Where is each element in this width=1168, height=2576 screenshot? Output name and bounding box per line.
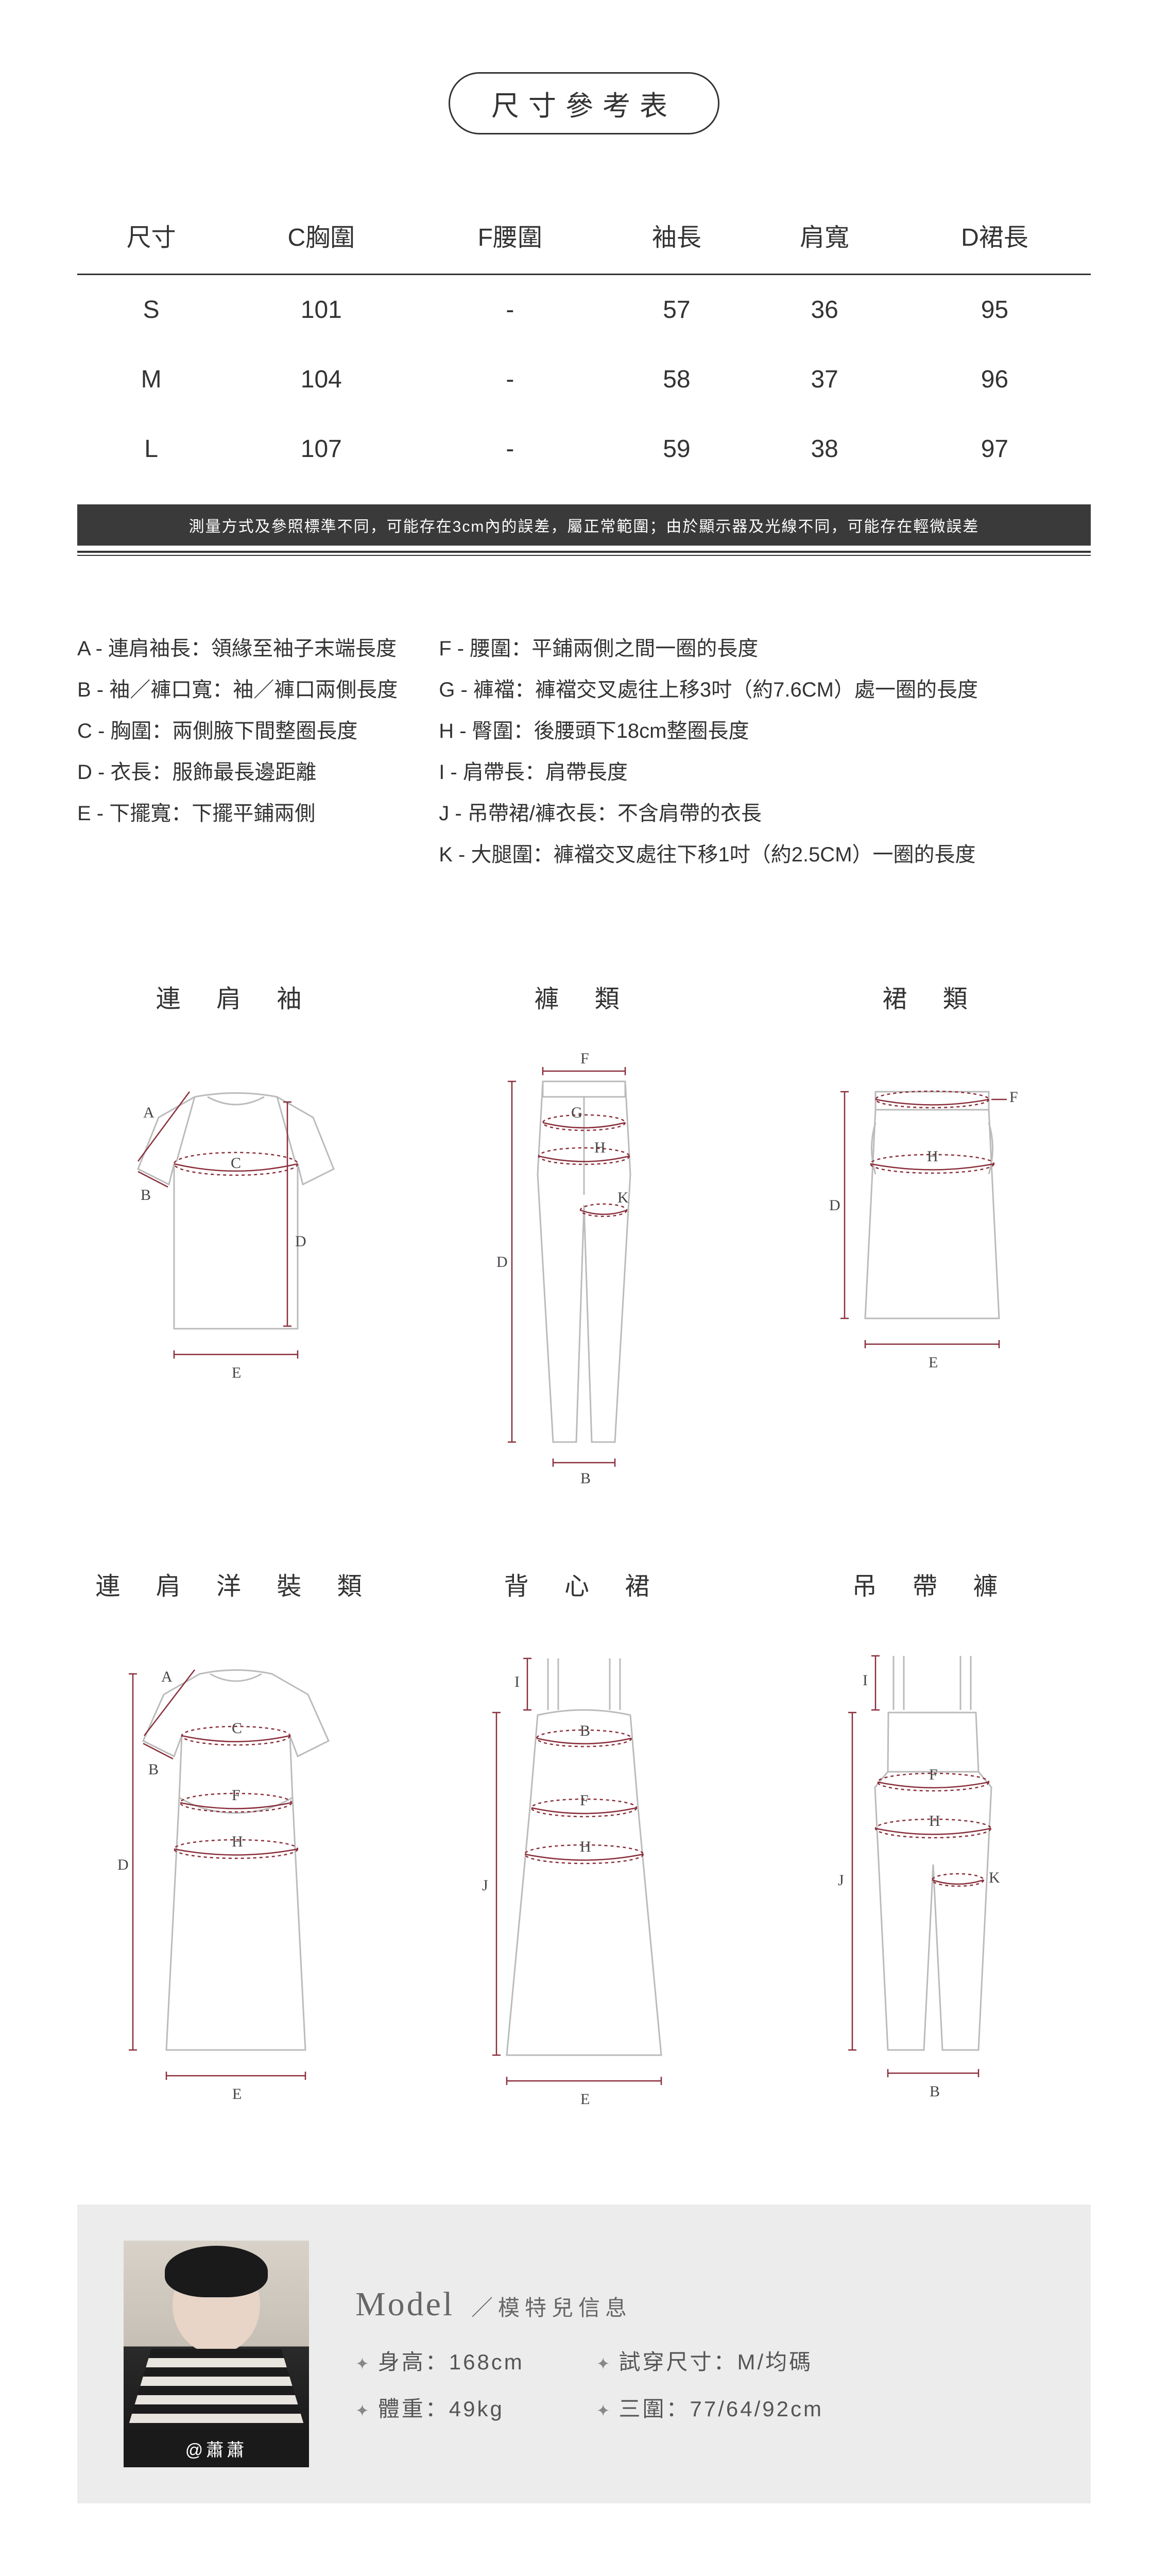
diagram-cami-dress: 背 心 裙 I B F bbox=[425, 1566, 743, 2112]
diagram-title: 褲 類 bbox=[425, 978, 743, 1014]
svg-text:B: B bbox=[580, 1470, 591, 1487]
page-title: 尺寸參考表 bbox=[449, 72, 719, 134]
diagram-title: 連 肩 袖 bbox=[77, 978, 394, 1014]
col-skirt: D裙長 bbox=[899, 196, 1091, 275]
svg-text:A: A bbox=[161, 1668, 173, 1685]
model-stat: 試穿尺寸：M/均碼 bbox=[596, 2345, 823, 2376]
diagram-skirt: 裙 類 F H D bbox=[774, 978, 1091, 1494]
svg-text:H: H bbox=[232, 1833, 243, 1850]
svg-text:E: E bbox=[232, 1364, 241, 1381]
svg-text:B: B bbox=[930, 2083, 940, 2100]
def-item: B - 袖／褲口寬：袖／褲口兩側長度 bbox=[77, 669, 398, 710]
diagram-title: 背 心 裙 bbox=[425, 1566, 743, 1602]
svg-text:I: I bbox=[863, 1672, 868, 1689]
def-item: I - 肩帶長：肩帶長度 bbox=[439, 752, 978, 793]
model-info-section: @蕭蕭 Model ／模特兒信息 身高：168cm 試穿尺寸：M/均碼 體重：4… bbox=[77, 2205, 1091, 2503]
svg-text:B: B bbox=[141, 1187, 151, 1204]
def-item: G - 褲襠：褲襠交叉處往上移3吋（約7.6CM）處一圈的長度 bbox=[439, 669, 978, 710]
col-shoulder: 肩寬 bbox=[751, 196, 899, 275]
diagram-grid: 連 肩 袖 A B C D bbox=[77, 978, 1091, 2112]
svg-text:C: C bbox=[232, 1720, 242, 1737]
diagram-title: 連 肩 洋 裝 類 bbox=[77, 1566, 394, 1602]
def-item: K - 大腿圍：褲襠交叉處往下移1吋（約2.5CM）一圈的長度 bbox=[439, 834, 978, 875]
diagram-raglan-dress: 連 肩 洋 裝 類 A B C F bbox=[77, 1566, 394, 2112]
svg-text:A: A bbox=[143, 1104, 154, 1121]
svg-text:K: K bbox=[617, 1189, 629, 1206]
def-item: F - 腰圍：平鋪兩側之間一圈的長度 bbox=[439, 628, 978, 669]
model-handle: @蕭蕭 bbox=[124, 2430, 309, 2467]
svg-text:E: E bbox=[929, 1354, 938, 1371]
diagram-raglan-top: 連 肩 袖 A B C D bbox=[77, 978, 394, 1494]
svg-text:C: C bbox=[231, 1155, 241, 1172]
svg-text:K: K bbox=[989, 1869, 1000, 1886]
def-item: C - 胸圍：兩側腋下間整圈長度 bbox=[77, 710, 398, 752]
svg-text:B: B bbox=[148, 1761, 159, 1778]
svg-text:B: B bbox=[580, 1722, 590, 1739]
svg-text:F: F bbox=[929, 1766, 938, 1783]
svg-text:F: F bbox=[1009, 1089, 1018, 1106]
model-stat: 體重：49kg bbox=[355, 2392, 524, 2423]
col-waist: F腰圍 bbox=[417, 196, 603, 275]
svg-text:D: D bbox=[496, 1253, 508, 1270]
def-item: E - 下擺寬：下擺平鋪兩側 bbox=[77, 793, 398, 834]
svg-text:F: F bbox=[232, 1787, 241, 1804]
svg-text:D: D bbox=[829, 1197, 840, 1214]
disclaimer-bar: 測量方式及參照標準不同，可能存在3cm內的誤差，屬正常範圍；由於顯示器及光線不同… bbox=[77, 504, 1091, 546]
svg-text:E: E bbox=[232, 2086, 242, 2103]
def-item: D - 衣長：服飾最長邊距離 bbox=[77, 752, 398, 793]
size-table-header-row: 尺寸 C胸圍 F腰圍 袖長 肩寬 D裙長 bbox=[77, 196, 1091, 275]
diagram-overalls: 吊 帶 褲 I F bbox=[774, 1566, 1091, 2112]
def-item: J - 吊帶裙/褲衣長：不含肩帶的衣長 bbox=[439, 793, 978, 834]
size-table: 尺寸 C胸圍 F腰圍 袖長 肩寬 D裙長 S 101 - 57 36 95 M … bbox=[77, 196, 1091, 484]
model-stat: 身高：168cm bbox=[355, 2345, 524, 2376]
col-size: 尺寸 bbox=[77, 196, 225, 275]
measurement-definitions: A - 連肩袖長：領緣至袖子末端長度 B - 袖／褲口寬：袖／褲口兩側長度 C … bbox=[77, 628, 1091, 875]
svg-text:I: I bbox=[514, 1673, 520, 1690]
svg-text:F: F bbox=[580, 1050, 589, 1067]
table-row: M 104 - 58 37 96 bbox=[77, 345, 1091, 414]
svg-text:J: J bbox=[838, 1872, 844, 1889]
col-chest: C胸圍 bbox=[225, 196, 417, 275]
diagram-title: 裙 類 bbox=[774, 978, 1091, 1014]
svg-text:E: E bbox=[580, 2091, 590, 2108]
model-heading: Model ／模特兒信息 bbox=[355, 2285, 823, 2324]
table-row: S 101 - 57 36 95 bbox=[77, 275, 1091, 345]
svg-text:D: D bbox=[117, 1856, 129, 1873]
svg-text:H: H bbox=[929, 1812, 940, 1829]
table-row: L 107 - 59 38 97 bbox=[77, 414, 1091, 484]
def-item: H - 臀圍：後腰頭下18cm整圈長度 bbox=[439, 710, 978, 752]
divider-thin bbox=[77, 555, 1091, 556]
model-heading-cn: ／模特兒信息 bbox=[471, 2296, 632, 2320]
diagram-title: 吊 帶 褲 bbox=[774, 1566, 1091, 1602]
svg-text:G: G bbox=[571, 1104, 582, 1121]
diagram-pants: 褲 類 F G H K bbox=[425, 978, 743, 1494]
col-sleeve: 袖長 bbox=[603, 196, 750, 275]
svg-text:D: D bbox=[295, 1233, 306, 1250]
model-heading-en: Model bbox=[355, 2285, 454, 2323]
svg-text:H: H bbox=[594, 1139, 606, 1156]
divider-thick bbox=[77, 551, 1091, 553]
model-photo: @蕭蕭 bbox=[124, 2241, 309, 2467]
svg-text:H: H bbox=[580, 1838, 591, 1855]
def-item: A - 連肩袖長：領緣至袖子末端長度 bbox=[77, 628, 398, 669]
svg-text:J: J bbox=[482, 1877, 488, 1894]
svg-text:H: H bbox=[927, 1148, 938, 1165]
svg-text:F: F bbox=[580, 1792, 589, 1809]
model-stat: 三圍：77/64/92cm bbox=[596, 2392, 823, 2423]
